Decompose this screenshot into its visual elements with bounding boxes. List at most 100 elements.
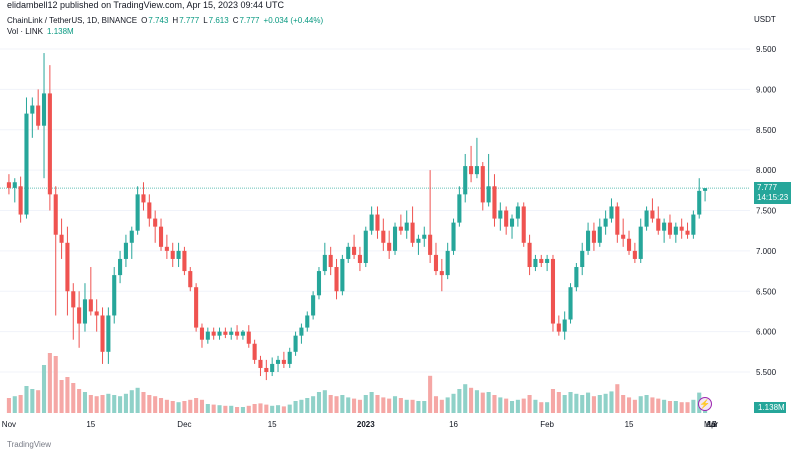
candle-body — [626, 238, 632, 251]
volume-bar — [141, 392, 146, 413]
volume-bar — [679, 402, 684, 413]
volume-bar — [229, 405, 234, 413]
candle-body — [246, 331, 251, 344]
candle-body — [199, 327, 205, 340]
volume-bar — [615, 384, 620, 413]
volume-bar — [457, 389, 462, 413]
candle-body — [667, 222, 673, 235]
candle-body — [673, 226, 678, 235]
candle-body — [539, 258, 544, 263]
candle-body — [410, 222, 415, 243]
volume-bar — [392, 396, 398, 413]
candle-body — [235, 331, 240, 336]
legend-high-value: 7.777 — [179, 16, 200, 25]
volume-bar — [118, 396, 123, 413]
volume-bar — [153, 396, 158, 413]
volume-bar — [65, 377, 70, 413]
y-tick-label: 6.500 — [756, 287, 777, 296]
candle-body — [82, 299, 88, 324]
volume-bar — [311, 396, 316, 413]
candle-body — [316, 271, 322, 296]
volume-bar — [88, 395, 93, 413]
volume-bar — [638, 396, 643, 413]
candle-body — [129, 230, 134, 243]
volume-bar — [205, 404, 210, 413]
legend-open-label: O — [141, 16, 148, 25]
volume-bar — [433, 396, 439, 413]
publish-info: elidambell12 published on TradingView.co… — [0, 0, 800, 10]
volume-bar — [404, 399, 409, 413]
volume-bar — [509, 401, 515, 413]
candle-body — [609, 206, 614, 219]
candles — [6, 53, 708, 381]
volume-bar — [644, 395, 649, 413]
candle-body — [644, 210, 649, 227]
legend-volume-row: Vol · LINK 1.138M — [7, 26, 323, 37]
volume-bar — [469, 387, 474, 413]
y-tick-label: 5.500 — [756, 368, 777, 377]
volume-bar — [246, 405, 251, 413]
candle-body — [123, 242, 128, 259]
volume-bar — [515, 399, 520, 413]
volume-bar — [252, 404, 257, 413]
volume-bar — [591, 396, 596, 413]
volume-bar — [123, 393, 128, 413]
x-tick-label: 16 — [449, 420, 458, 429]
volume-badge: 1.138M — [754, 402, 786, 413]
legend-low-value: 7.613 — [208, 16, 229, 25]
volume-bar — [357, 399, 362, 413]
candle-body — [53, 194, 58, 235]
volume-bar — [387, 398, 392, 413]
candle-body — [305, 315, 310, 328]
price-axis: 9.500 9.000 8.500 8.000 7.500 7.000 6.500 6.000… — [756, 45, 777, 377]
volume-bar — [363, 395, 368, 413]
volume-bar — [562, 395, 567, 413]
candle-body — [240, 331, 245, 336]
legend-close-label: C — [232, 16, 239, 25]
volume-bar — [632, 399, 637, 413]
candle-body — [47, 93, 52, 195]
candle-body — [293, 335, 298, 352]
candle-body — [691, 214, 696, 235]
candle-body — [12, 182, 17, 188]
volume-bar — [451, 393, 456, 413]
grid-lines — [0, 48, 750, 373]
candle-body — [100, 315, 105, 352]
tradingview-logo[interactable]: TradingView — [7, 440, 52, 449]
candle-body — [147, 202, 152, 219]
candle-body — [363, 230, 368, 263]
candle-body — [474, 166, 479, 175]
volume-bar — [47, 353, 52, 413]
y-tick-label: 8.000 — [756, 166, 777, 175]
volume-bar — [41, 365, 47, 413]
volume-bar — [135, 387, 140, 413]
volume-bar — [223, 405, 228, 413]
candle-body — [597, 226, 602, 243]
currency-label[interactable]: USDT — [754, 15, 776, 24]
candle-body — [498, 210, 503, 219]
volume-bar — [6, 398, 11, 413]
volume-bar — [656, 398, 661, 413]
candle-body — [264, 367, 269, 372]
x-tick-label: 2023 — [357, 420, 375, 429]
volume-bar — [416, 401, 421, 413]
lightning-icon[interactable]: ⚡ — [698, 397, 712, 411]
volume-bar — [369, 392, 374, 413]
candle-body — [352, 246, 357, 255]
legend-volume-label[interactable]: Vol · LINK — [7, 27, 44, 36]
candle-body — [94, 311, 99, 316]
candle-body — [346, 246, 351, 259]
candle-body — [615, 206, 620, 235]
volume-bar — [673, 401, 678, 413]
candle-body — [433, 254, 439, 272]
candle-body — [176, 250, 181, 259]
candle-body — [112, 275, 117, 316]
volume-bar — [100, 395, 105, 413]
candle-body — [30, 105, 35, 114]
volume-bar — [24, 386, 29, 413]
candle-body — [340, 258, 345, 292]
candle-body — [281, 359, 286, 364]
legend-symbol[interactable]: ChainLink / TetherUS, 1D, BINANCE — [7, 16, 138, 25]
